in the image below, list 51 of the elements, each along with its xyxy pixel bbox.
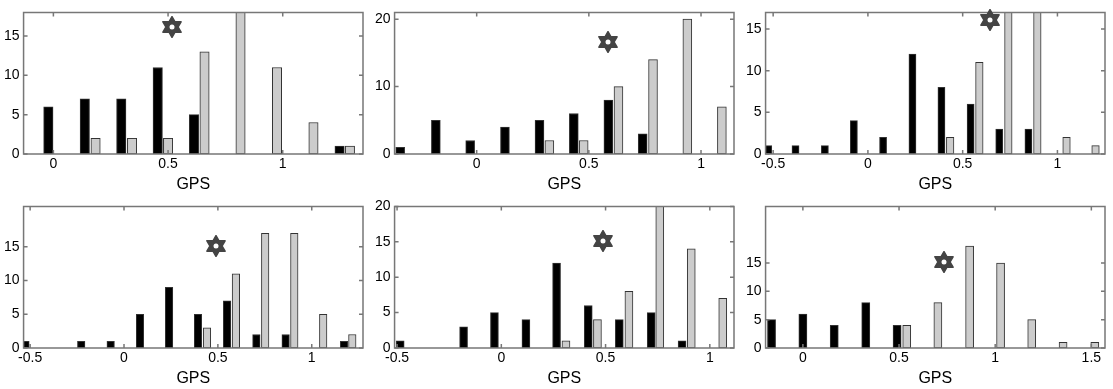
x-tick-label: 0.5 [595,349,616,366]
y-tick-label: 20 [374,10,391,26]
y-tick-label: 20 [374,197,391,214]
y-tick-label: 15 [374,232,391,249]
x-tick-label: 0.5 [208,349,228,366]
x-tick-label: 0 [798,349,807,366]
y-tick-label: 15 [745,253,762,270]
y-tick-label: 0 [382,338,391,355]
y-tick-label: 10 [3,271,20,288]
x-axis-title: GPS [547,174,582,192]
y-tick-label: 10 [745,282,762,299]
x-tick-label: 1 [1053,155,1062,172]
x-tick-label: 0 [120,349,129,366]
y-tick-label: 0 [753,338,762,355]
x-axis-title: GPS [918,174,953,192]
y-tick-label: 15 [3,237,20,254]
y-tick-label: 5 [11,305,20,322]
y-tick-label: 10 [374,77,391,94]
x-axis-title: GPS [918,368,953,386]
x-tick-label: 0.5 [889,349,909,366]
y-tick-label: 0 [753,144,762,161]
y-tick-label: 10 [374,268,391,285]
x-tick-label: 0 [864,155,873,172]
x-tick-label: 0.5 [158,155,178,172]
x-axis-title: GPS [176,368,211,386]
x-tick-label: 0 [49,155,58,172]
y-tick-label: 5 [753,103,762,120]
x-tick-label: 0.5 [952,155,973,172]
x-tick-label: 0.5 [579,155,599,172]
y-tick-label: 5 [753,310,762,327]
y-tick-label: 15 [3,26,20,43]
y-tick-label: 0 [11,338,20,355]
x-axis-title: GPS [176,174,211,192]
x-tick-label: -0.5 [761,155,786,172]
x-tick-label: 0 [472,155,481,172]
y-tick-label: 0 [382,144,391,161]
x-tick-label: 1 [705,349,714,366]
x-tick-label: 1 [307,349,316,366]
x-tick-label: 1 [278,155,287,172]
x-tick-label: 1 [991,349,1000,366]
x-axis-title: GPS [547,368,582,386]
x-tick-label: -0.5 [18,349,43,366]
y-tick-label: 10 [745,61,762,78]
y-tick-label: 5 [382,303,391,320]
y-tick-label: 10 [3,66,20,83]
y-tick-label: 15 [745,19,762,36]
y-tick-label: 5 [11,105,20,122]
x-tick-label: 1.5 [1081,349,1102,366]
x-tick-label: 1 [697,155,706,172]
x-tick-label: 0 [497,349,506,366]
y-tick-label: 0 [11,144,20,161]
